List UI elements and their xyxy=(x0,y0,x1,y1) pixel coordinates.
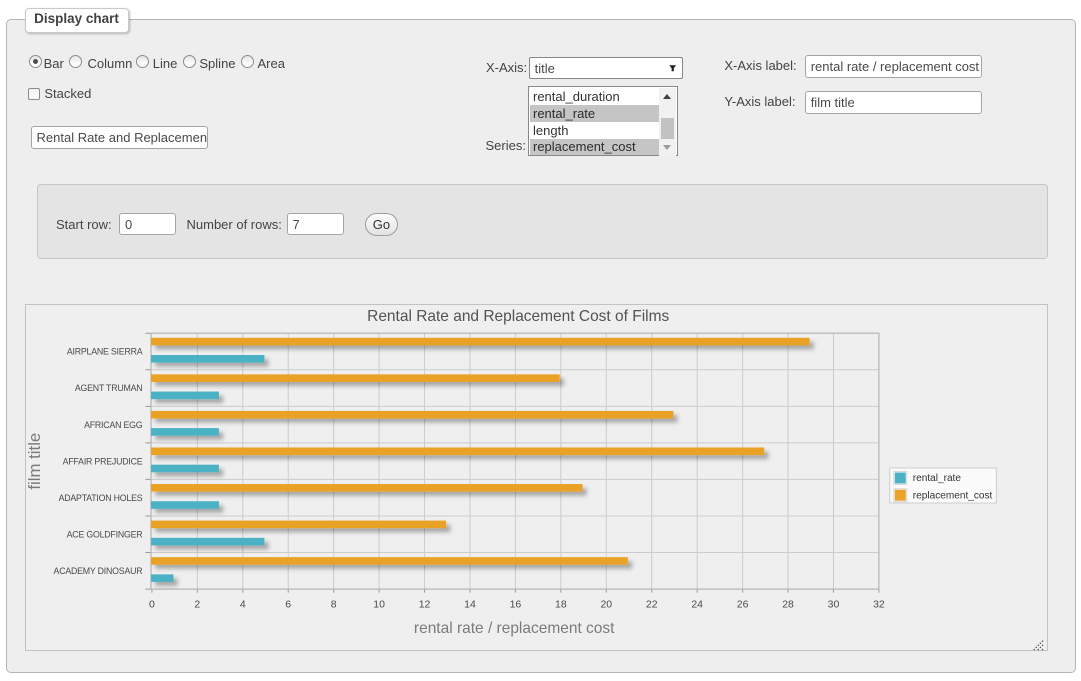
svg-text:AFRICAN EGG: AFRICAN EGG xyxy=(84,419,143,429)
svg-text:replacement_cost: replacement_cost xyxy=(912,490,992,501)
svg-text:0: 0 xyxy=(148,599,154,610)
svg-text:30: 30 xyxy=(827,599,839,610)
svg-text:ADAPTATION HOLES: ADAPTATION HOLES xyxy=(58,493,142,503)
svg-text:24: 24 xyxy=(691,599,703,610)
svg-text:18: 18 xyxy=(555,599,567,610)
svg-text:ACADEMY DINOSAUR: ACADEMY DINOSAUR xyxy=(53,566,142,576)
svg-text:rental_rate: rental_rate xyxy=(912,473,961,484)
svg-text:16: 16 xyxy=(509,599,521,610)
svg-text:ACE GOLDFINGER: ACE GOLDFINGER xyxy=(66,529,142,539)
svg-text:20: 20 xyxy=(600,599,612,610)
svg-text:AIRPLANE SIERRA: AIRPLANE SIERRA xyxy=(66,346,142,356)
svg-text:32: 32 xyxy=(873,599,885,610)
svg-text:26: 26 xyxy=(736,599,748,610)
svg-text:10: 10 xyxy=(373,599,385,610)
svg-text:rental rate / replacement cost: rental rate / replacement cost xyxy=(413,619,614,636)
svg-text:8: 8 xyxy=(330,599,336,610)
svg-text:AFFAIR PREJUDICE: AFFAIR PREJUDICE xyxy=(62,456,142,466)
svg-text:AGENT TRUMAN: AGENT TRUMAN xyxy=(74,383,142,393)
svg-text:14: 14 xyxy=(464,599,476,610)
svg-text:Rental Rate and Replacement Co: Rental Rate and Replacement Cost of Film… xyxy=(367,307,669,324)
svg-text:2: 2 xyxy=(194,599,200,610)
svg-text:12: 12 xyxy=(418,599,430,610)
svg-text:film title: film title xyxy=(25,432,44,489)
svg-text:22: 22 xyxy=(645,599,657,610)
svg-text:28: 28 xyxy=(782,599,794,610)
svg-text:6: 6 xyxy=(285,599,291,610)
svg-text:4: 4 xyxy=(239,599,245,610)
